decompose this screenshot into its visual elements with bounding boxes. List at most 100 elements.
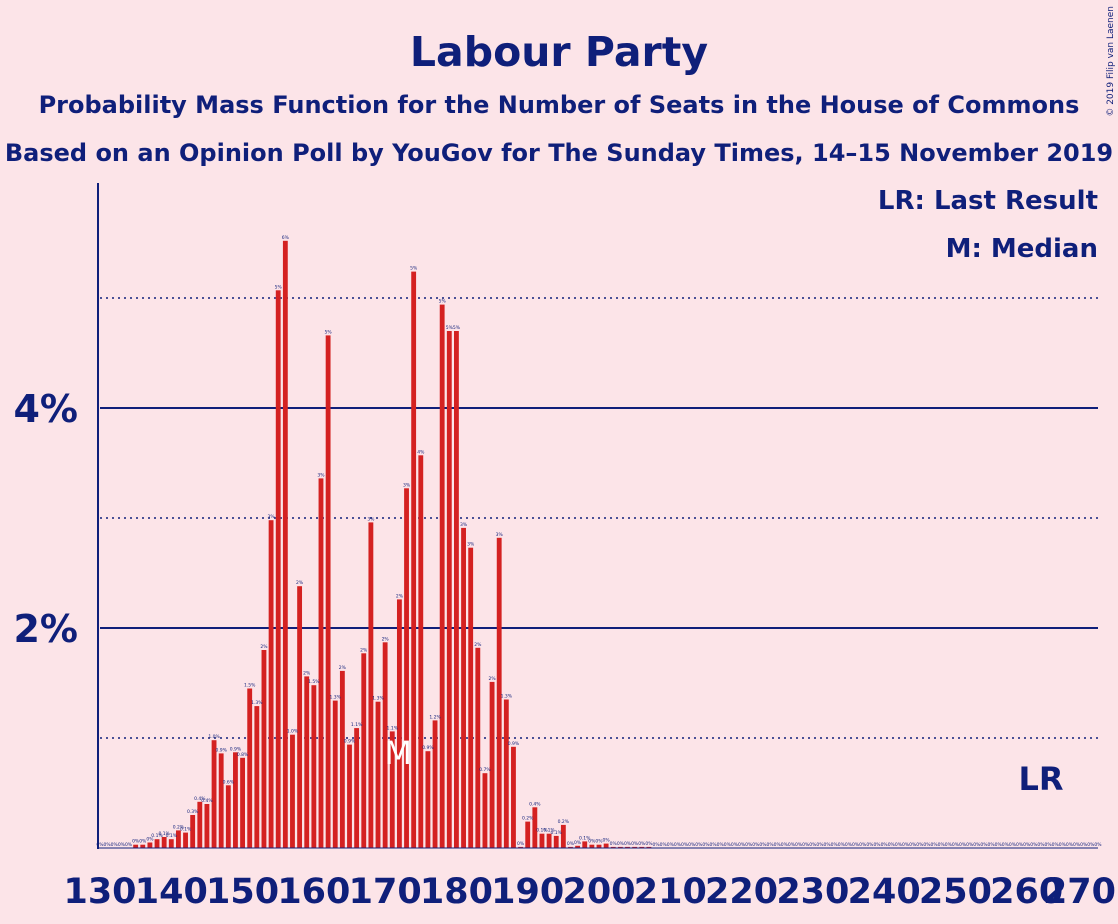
bar-data-label: 0% [139,839,147,845]
bar-data-label: 0% [852,842,860,848]
bar [197,801,203,848]
bar [332,700,338,848]
bar-data-label: 0% [767,842,775,848]
bar-data-label: 0% [624,841,632,847]
bar [218,753,224,848]
x-tick-label: 220 [705,872,778,912]
bar [518,846,524,848]
bar-data-label: 0.1% [166,833,178,839]
y-tick-label: 4% [13,387,78,431]
bar-data-label: 0% [988,842,996,848]
bar-data-label: 0.1% [551,830,563,836]
bar-data-label: 1.0% [287,729,299,735]
bar [375,701,381,848]
bar-data-label: 0.1% [536,828,548,834]
bar-data-label: 0% [96,842,104,848]
x-tick-label: 170 [349,872,422,912]
bar-data-label: 0% [146,837,154,843]
bar [318,478,324,848]
bar-data-label: 2% [396,593,404,599]
bar-data-label: 2% [303,670,311,676]
bar [311,685,317,848]
bar-data-label: 0% [966,842,974,848]
bar-data-label: 0% [638,841,646,847]
bar-data-label: 5% [439,299,447,305]
bar-data-label: 2% [382,636,390,642]
bar [261,650,267,848]
bar [646,846,652,848]
bar-data-label: 0% [731,842,739,848]
bar-data-label: 1.5% [244,683,256,689]
bar [432,720,438,848]
bar [389,731,395,848]
x-tick-label: 180 [420,872,493,912]
bar-data-label: 0.1% [543,828,555,834]
bar-data-label: 0% [845,842,853,848]
bar-data-label: 3% [317,472,325,478]
x-tick-label: 140 [135,872,208,912]
bar [240,757,245,848]
bar [546,833,552,848]
bar-data-label: 1.3% [251,700,263,706]
bar-data-label: 0% [702,842,710,848]
bar [233,752,238,848]
bar-data-label: 0% [118,842,126,848]
bar [361,653,367,848]
axes: 2% 4% 130140150160170180190200210220230240… [13,183,1116,912]
bar-data-label: 0% [631,841,639,847]
bar [568,846,573,848]
bar [503,699,509,848]
bar-data-label: 0% [660,842,668,848]
bar-data-label: 0% [888,842,896,848]
bar-data-label: 0% [674,842,682,848]
bar [175,830,181,848]
bar-data-label: 0% [909,842,917,848]
bar-data-label: 3% [403,482,411,488]
chart-title: Labour Party [410,28,708,76]
bar-data-label: 0% [132,839,140,845]
bar [575,845,581,848]
bar-data-label: 1.1% [387,725,399,731]
bar-data-label: 0% [959,842,967,848]
bar [617,846,623,848]
bar-data-label: 0% [667,842,675,848]
bar-data-label: 2% [489,676,497,682]
bar [211,740,217,848]
x-tick-label: 190 [491,872,564,912]
bar-data-label: 0% [995,842,1003,848]
bar [461,527,466,848]
bar [247,688,253,848]
copyright-text: © 2019 Filip van Laenen [1106,6,1116,117]
bar-data-label: 2% [260,644,268,650]
bar-data-label: 0% [1087,842,1095,848]
bar-data-label: 3% [467,542,475,548]
bar [454,331,459,848]
bar-data-label: 0% [881,842,889,848]
bar [254,706,260,848]
bar-data-label: 0% [1002,842,1010,848]
bar [532,807,538,848]
x-tick-label: 210 [634,872,707,912]
bar-data-label: 1.5% [308,679,320,685]
bar [140,844,146,848]
bar-data-label: 0% [603,838,611,844]
bar-data-label: 0% [717,842,725,848]
bar-data-label: 1.0% [208,734,220,740]
bar-data-label: 0% [1009,842,1017,848]
bar [147,842,153,848]
bar-data-label: 1.2% [429,714,441,720]
bar-data-label: 0% [916,842,924,848]
bar-data-label: 1.3% [372,696,384,702]
bar-data-label: 0% [1037,842,1045,848]
bar-data-label: 0% [866,842,874,848]
bar-data-label: 0% [125,842,133,848]
bar [168,839,174,848]
bar-data-label: 0% [781,842,789,848]
bar [610,846,616,848]
bar-data-label: 0% [752,842,760,848]
bar-data-label: 0% [738,842,746,848]
bar-data-label: 0% [104,842,112,848]
bar-data-label: 0.9% [422,745,434,751]
bar-data-label: 0% [111,842,119,848]
bar-data-label: 0.9% [215,747,227,753]
